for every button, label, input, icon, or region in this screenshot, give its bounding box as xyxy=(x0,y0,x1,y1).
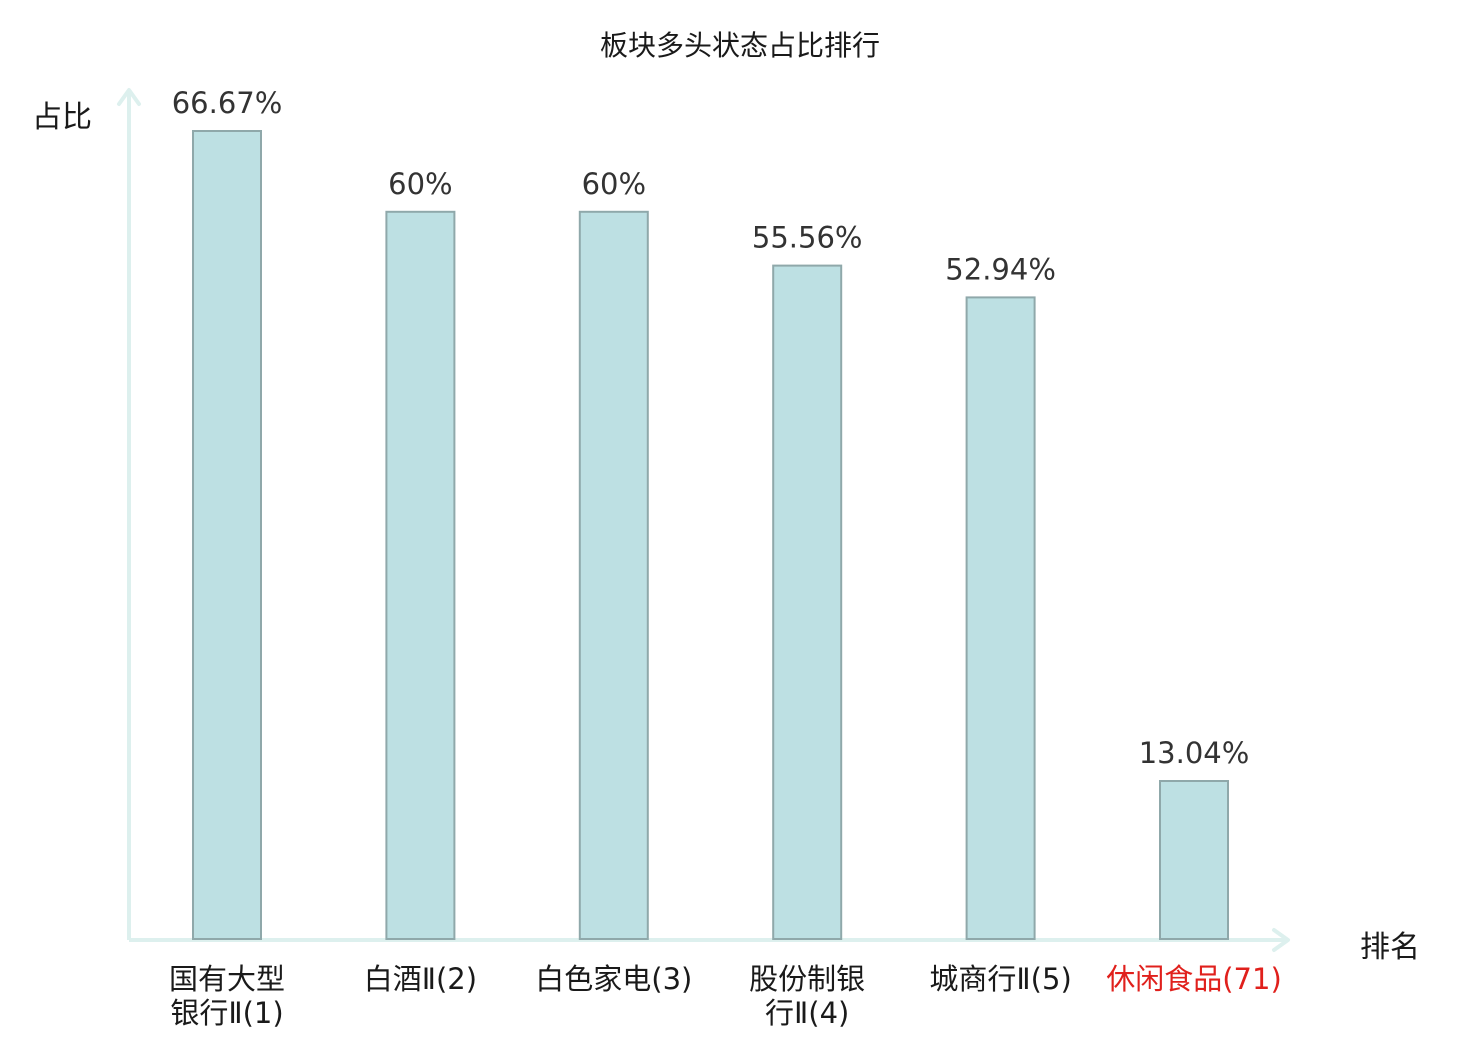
x-axis-label: 排名 xyxy=(1360,930,1420,965)
category-label-6: 休闲食品(71) xyxy=(1099,962,1289,996)
data-label-6: 13.04% xyxy=(1139,736,1250,770)
bar-3 xyxy=(578,210,649,941)
category-label-line2: 行Ⅱ(4) xyxy=(765,996,850,1030)
bar-1 xyxy=(192,130,262,940)
value-labels-group: 66.67% 60% 60% 55.56% 52.94% 13.04% xyxy=(172,86,1250,770)
bar-6 xyxy=(1159,780,1229,940)
x-axis-arrow xyxy=(1272,928,1290,952)
category-label-line1: 白酒Ⅱ(2) xyxy=(363,962,478,996)
category-label-line1: 国有大型 xyxy=(168,962,285,996)
y-axis-arrow xyxy=(117,88,141,106)
category-label-3: 白色家电(3) xyxy=(519,962,709,996)
category-label-4: 股份制银 行Ⅱ(4) xyxy=(712,962,902,1030)
bar-2 xyxy=(385,210,456,941)
data-label-3: 60% xyxy=(582,167,646,201)
category-label-line1: 城商行Ⅱ(5) xyxy=(929,962,1072,996)
data-label-1: 66.67% xyxy=(172,86,283,120)
category-label-5: 城商行Ⅱ(5) xyxy=(906,962,1096,996)
bar-4 xyxy=(772,264,843,941)
data-label-4: 55.56% xyxy=(752,221,863,255)
data-label-2: 60% xyxy=(388,167,452,201)
category-label-2: 白酒Ⅱ(2) xyxy=(325,962,515,996)
category-label-line1: 白色家电(3) xyxy=(535,962,693,996)
axes xyxy=(117,88,1290,952)
category-label-line1: 股份制银 xyxy=(749,962,866,996)
category-label-line2: 银行Ⅱ(1) xyxy=(170,996,284,1030)
category-label-line1: 休闲食品(71) xyxy=(1106,962,1282,996)
category-label-1: 国有大型 银行Ⅱ(1) xyxy=(132,962,322,1030)
chart-title: 板块多头状态占比排行 xyxy=(599,29,880,62)
y-axis-label: 占比 xyxy=(32,100,92,135)
data-label-5: 52.94% xyxy=(945,252,1056,286)
bar-5 xyxy=(965,296,1036,940)
bars-group xyxy=(192,130,1229,941)
